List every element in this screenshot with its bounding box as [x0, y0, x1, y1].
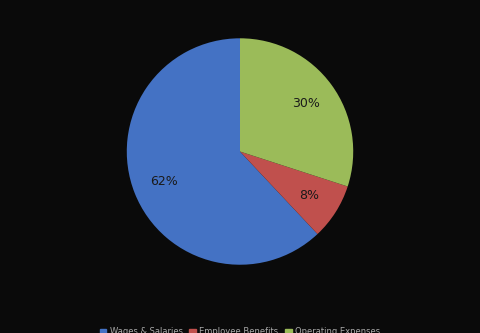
Legend: Wages & Salaries, Employee Benefits, Operating Expenses: Wages & Salaries, Employee Benefits, Ope… — [96, 324, 384, 333]
Text: 62%: 62% — [150, 175, 178, 188]
Wedge shape — [240, 152, 348, 234]
Wedge shape — [127, 38, 317, 265]
Text: 30%: 30% — [292, 97, 320, 110]
Wedge shape — [240, 38, 353, 186]
Text: 8%: 8% — [299, 189, 319, 202]
